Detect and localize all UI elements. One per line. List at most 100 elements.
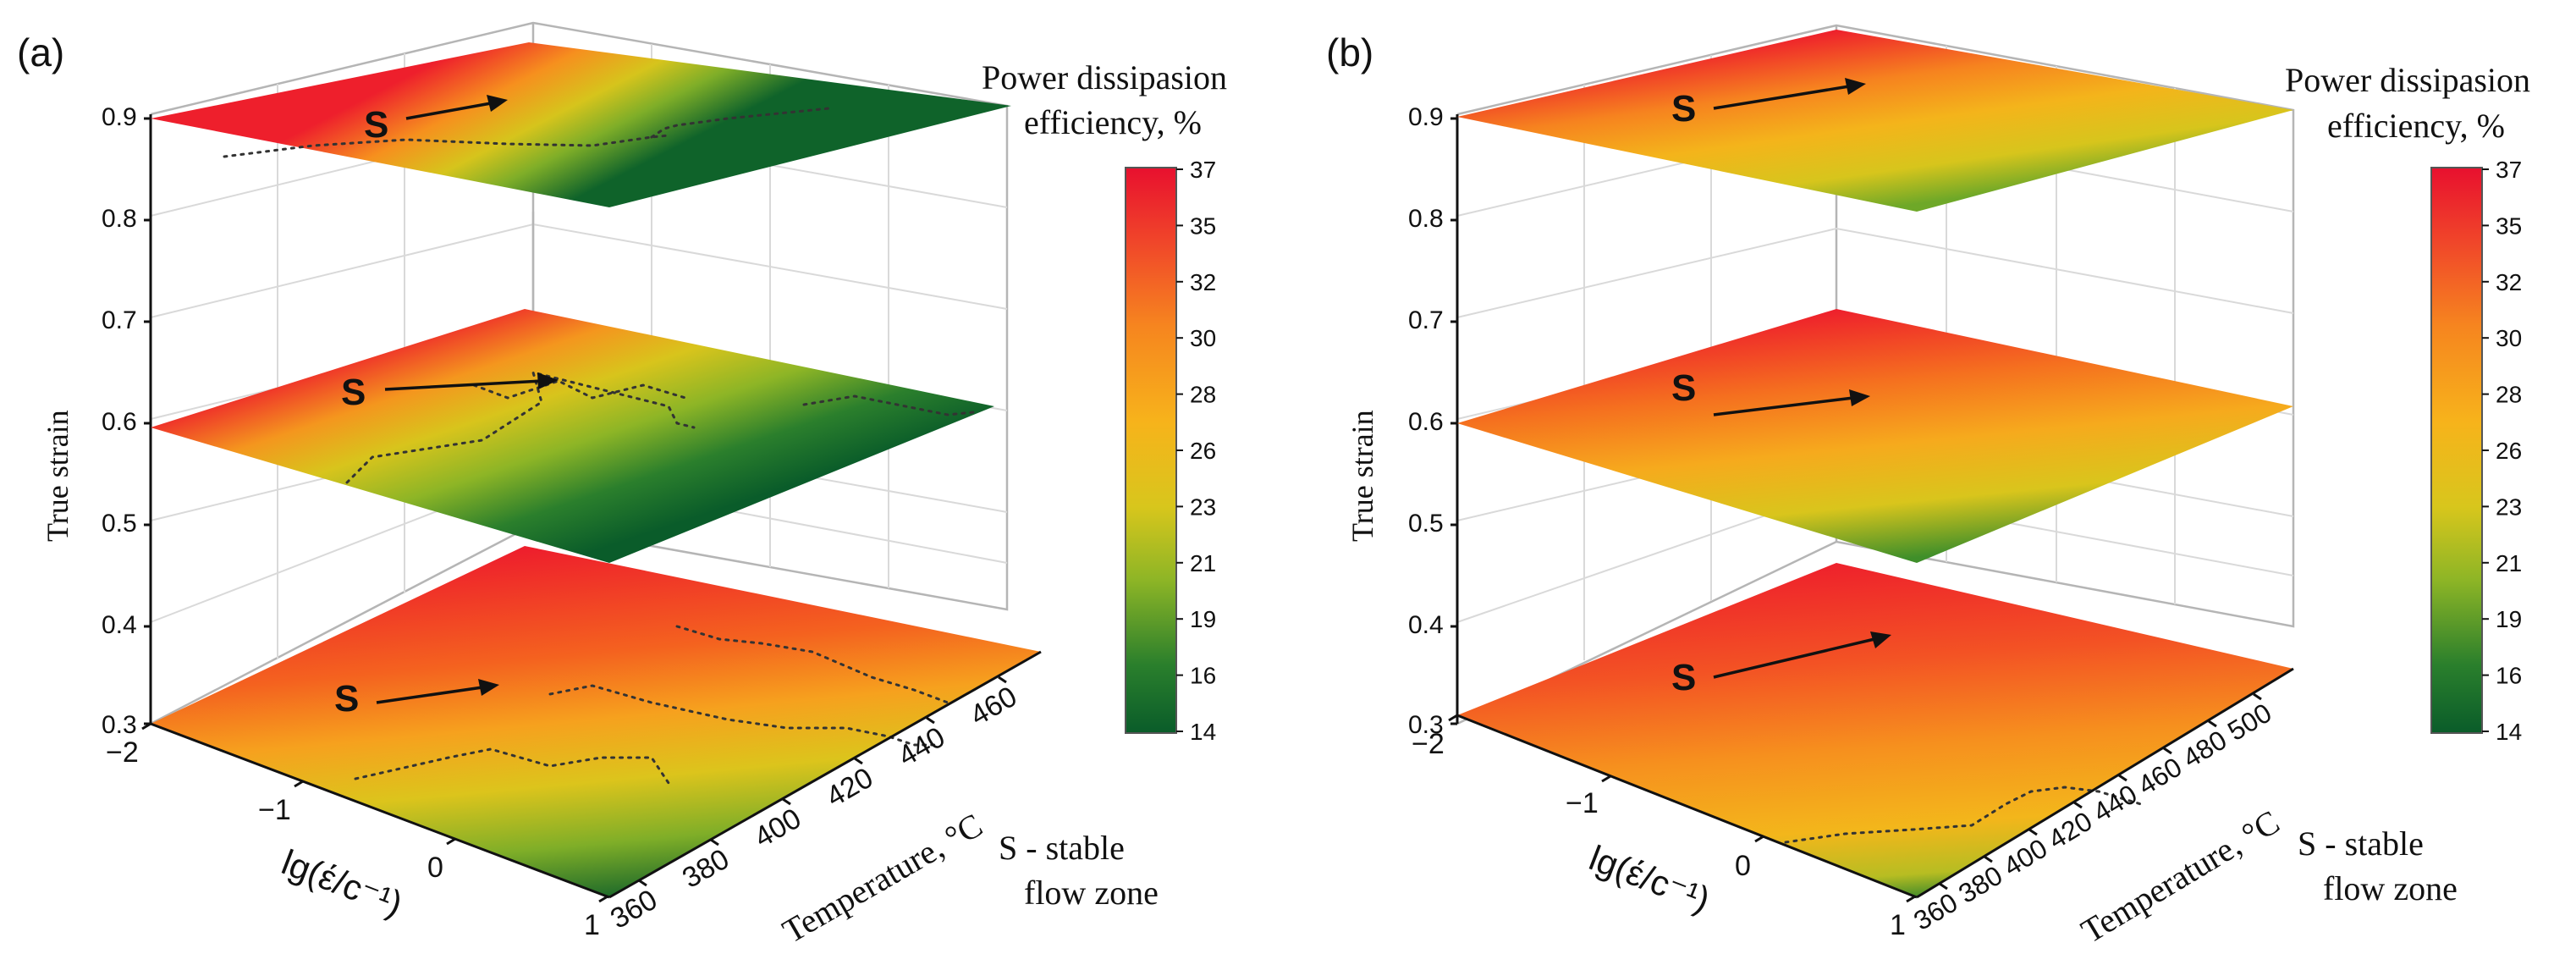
panel-b: (b) 0.9 0.8 0.7 0.6 bbox=[1326, 24, 2530, 951]
layer-strain-0.6 bbox=[1457, 309, 2293, 563]
arrowhead bbox=[1845, 78, 1866, 95]
z-tick-label: 0.8 bbox=[102, 205, 137, 233]
colorbar-gradient bbox=[2430, 167, 2483, 734]
colorbar-tick-label: 23 bbox=[1190, 494, 1216, 520]
z-tick-label: 0.4 bbox=[1408, 611, 1444, 639]
z-tick-label: 0.7 bbox=[1408, 306, 1444, 334]
arrowhead bbox=[1849, 389, 1870, 406]
panel-label: (b) bbox=[1326, 30, 1373, 74]
colorbar-tick-label: 30 bbox=[2496, 325, 2522, 351]
stable-zone-marker: S bbox=[1671, 88, 1696, 130]
stable-zone-marker: S bbox=[364, 104, 388, 146]
colorbar-tick-label: 32 bbox=[2496, 269, 2522, 295]
z-tick-label: 0.9 bbox=[102, 103, 137, 131]
contour-line bbox=[802, 394, 975, 416]
colorbar-tick-label: 16 bbox=[1190, 663, 1216, 689]
legend-note: S - stable bbox=[2298, 824, 2424, 863]
layer-strain-0.9 bbox=[151, 42, 1011, 207]
layer-strain-0.9 bbox=[1457, 30, 2293, 212]
colorbar-title: efficiency, % bbox=[2327, 107, 2505, 145]
legend-note: flow zone bbox=[1024, 874, 1159, 912]
colorbar-tick-label: 26 bbox=[1190, 438, 1216, 464]
legend-note: S - stable bbox=[999, 829, 1125, 867]
x-tick-label: −2 bbox=[1412, 728, 1445, 760]
z-tick-label: 0.7 bbox=[102, 306, 137, 334]
legend-note: flow zone bbox=[2323, 869, 2458, 907]
colorbar-tick-label: 23 bbox=[2496, 494, 2522, 520]
stable-zone-marker: S bbox=[1671, 657, 1696, 698]
stable-zone-marker: S bbox=[1671, 367, 1696, 409]
layer-strain-0.3 bbox=[1457, 563, 2293, 897]
contour-line bbox=[472, 379, 687, 400]
z-tick-label: 0.3 bbox=[102, 711, 137, 739]
panel-label: (a) bbox=[17, 30, 64, 74]
colorbar-tick-label: 28 bbox=[2496, 382, 2522, 408]
x-tick-label: −1 bbox=[1566, 787, 1599, 819]
z-tick-label: 0.5 bbox=[102, 510, 137, 538]
colorbar-tick-label: 26 bbox=[2496, 438, 2522, 464]
z-axis: 0.9 0.8 0.7 0.6 0.5 0.4 0.3 True strain bbox=[41, 103, 152, 739]
layer-strain-0.6 bbox=[151, 309, 994, 563]
z-axis-label: True strain bbox=[41, 410, 74, 542]
x-axis-label: lg(έ/c⁻¹) bbox=[1584, 838, 1715, 920]
colorbar-tick-label: 30 bbox=[1190, 325, 1216, 351]
stable-zone-marker: S bbox=[341, 372, 366, 413]
arrowhead bbox=[487, 95, 508, 112]
colorbar-tick-label: 35 bbox=[1190, 212, 1216, 239]
colorbar-tick-label: 16 bbox=[2496, 663, 2522, 689]
arrow bbox=[1713, 637, 1875, 679]
colorbar-ticks: 37 35 32 30 28 26 23 21 19 16 14 bbox=[2482, 157, 2522, 745]
layer-strain-0.3 bbox=[151, 546, 1041, 897]
colorbar-title: efficiency, % bbox=[1024, 103, 1202, 141]
colorbar-tick-label: 37 bbox=[2496, 157, 2522, 183]
colorbar-title: Power dissipasion bbox=[2285, 61, 2530, 99]
arrow bbox=[405, 102, 492, 120]
z-tick-label: 0.5 bbox=[1408, 510, 1444, 538]
z-axis: 0.9 0.8 0.7 0.6 0.5 0.4 0.3 True strain bbox=[1346, 103, 1459, 739]
colorbar-tick-label: 19 bbox=[1190, 606, 1216, 632]
colorbar-tick-label: 19 bbox=[2496, 606, 2522, 632]
colorbar-title: Power dissipasion bbox=[982, 58, 1227, 96]
z-tick-label: 0.6 bbox=[102, 408, 137, 436]
panel-a: (a) 0. bbox=[17, 21, 1227, 951]
x-axis: −2 −1 0 1 lg(έ/c⁻¹) bbox=[1412, 714, 1918, 941]
arrowhead bbox=[1870, 631, 1891, 648]
colorbar-tick-label: 32 bbox=[1190, 269, 1216, 295]
arrow bbox=[1713, 85, 1850, 110]
y-axis-label: Temperature, °C bbox=[776, 806, 988, 951]
colorbar: Power dissipasion efficiency, % 37 35 32 30… bbox=[982, 58, 1227, 745]
arrow bbox=[376, 686, 483, 704]
contour-line bbox=[675, 625, 949, 704]
colorbar: Power dissipasion efficiency, % 37 35 32 30… bbox=[2285, 61, 2530, 745]
arrow bbox=[1713, 396, 1854, 416]
x-tick-label: −1 bbox=[258, 794, 291, 826]
colorbar-tick-label: 14 bbox=[2496, 719, 2522, 745]
z-tick-label: 0.3 bbox=[1408, 711, 1444, 739]
colorbar-tick-label: 21 bbox=[2496, 550, 2522, 576]
contour-line bbox=[650, 107, 831, 139]
x-tick-label: 0 bbox=[1735, 850, 1751, 882]
z-tick-label: 0.9 bbox=[1408, 103, 1444, 131]
contour-line bbox=[345, 370, 696, 484]
contour-line bbox=[1784, 786, 2143, 844]
x-axis-label: lg(έ/c⁻¹) bbox=[277, 842, 408, 924]
colorbar-tick-label: 14 bbox=[1190, 719, 1216, 745]
z-axis-label: True strain bbox=[1346, 410, 1379, 542]
x-tick-label: −2 bbox=[106, 736, 139, 769]
contour-line bbox=[354, 747, 670, 785]
z-tick-label: 0.8 bbox=[1408, 205, 1444, 233]
z-tick-label: 0.4 bbox=[102, 611, 137, 639]
colorbar-tick-label: 35 bbox=[2496, 212, 2522, 239]
stable-zone-marker: S bbox=[334, 678, 359, 720]
colorbar-tick-label: 28 bbox=[1190, 382, 1216, 408]
colorbar-tick-label: 37 bbox=[1190, 157, 1216, 183]
contour-line bbox=[548, 684, 941, 747]
x-tick-label: 0 bbox=[427, 852, 443, 884]
arrowhead bbox=[478, 679, 499, 696]
colorbar-tick-label: 21 bbox=[1190, 550, 1216, 576]
x-tick-label: 1 bbox=[1890, 909, 1906, 941]
x-tick-label: 1 bbox=[584, 909, 600, 941]
z-tick-label: 0.6 bbox=[1408, 408, 1444, 436]
colorbar-ticks: 37 35 32 30 28 26 23 21 19 16 14 bbox=[1176, 157, 1216, 745]
